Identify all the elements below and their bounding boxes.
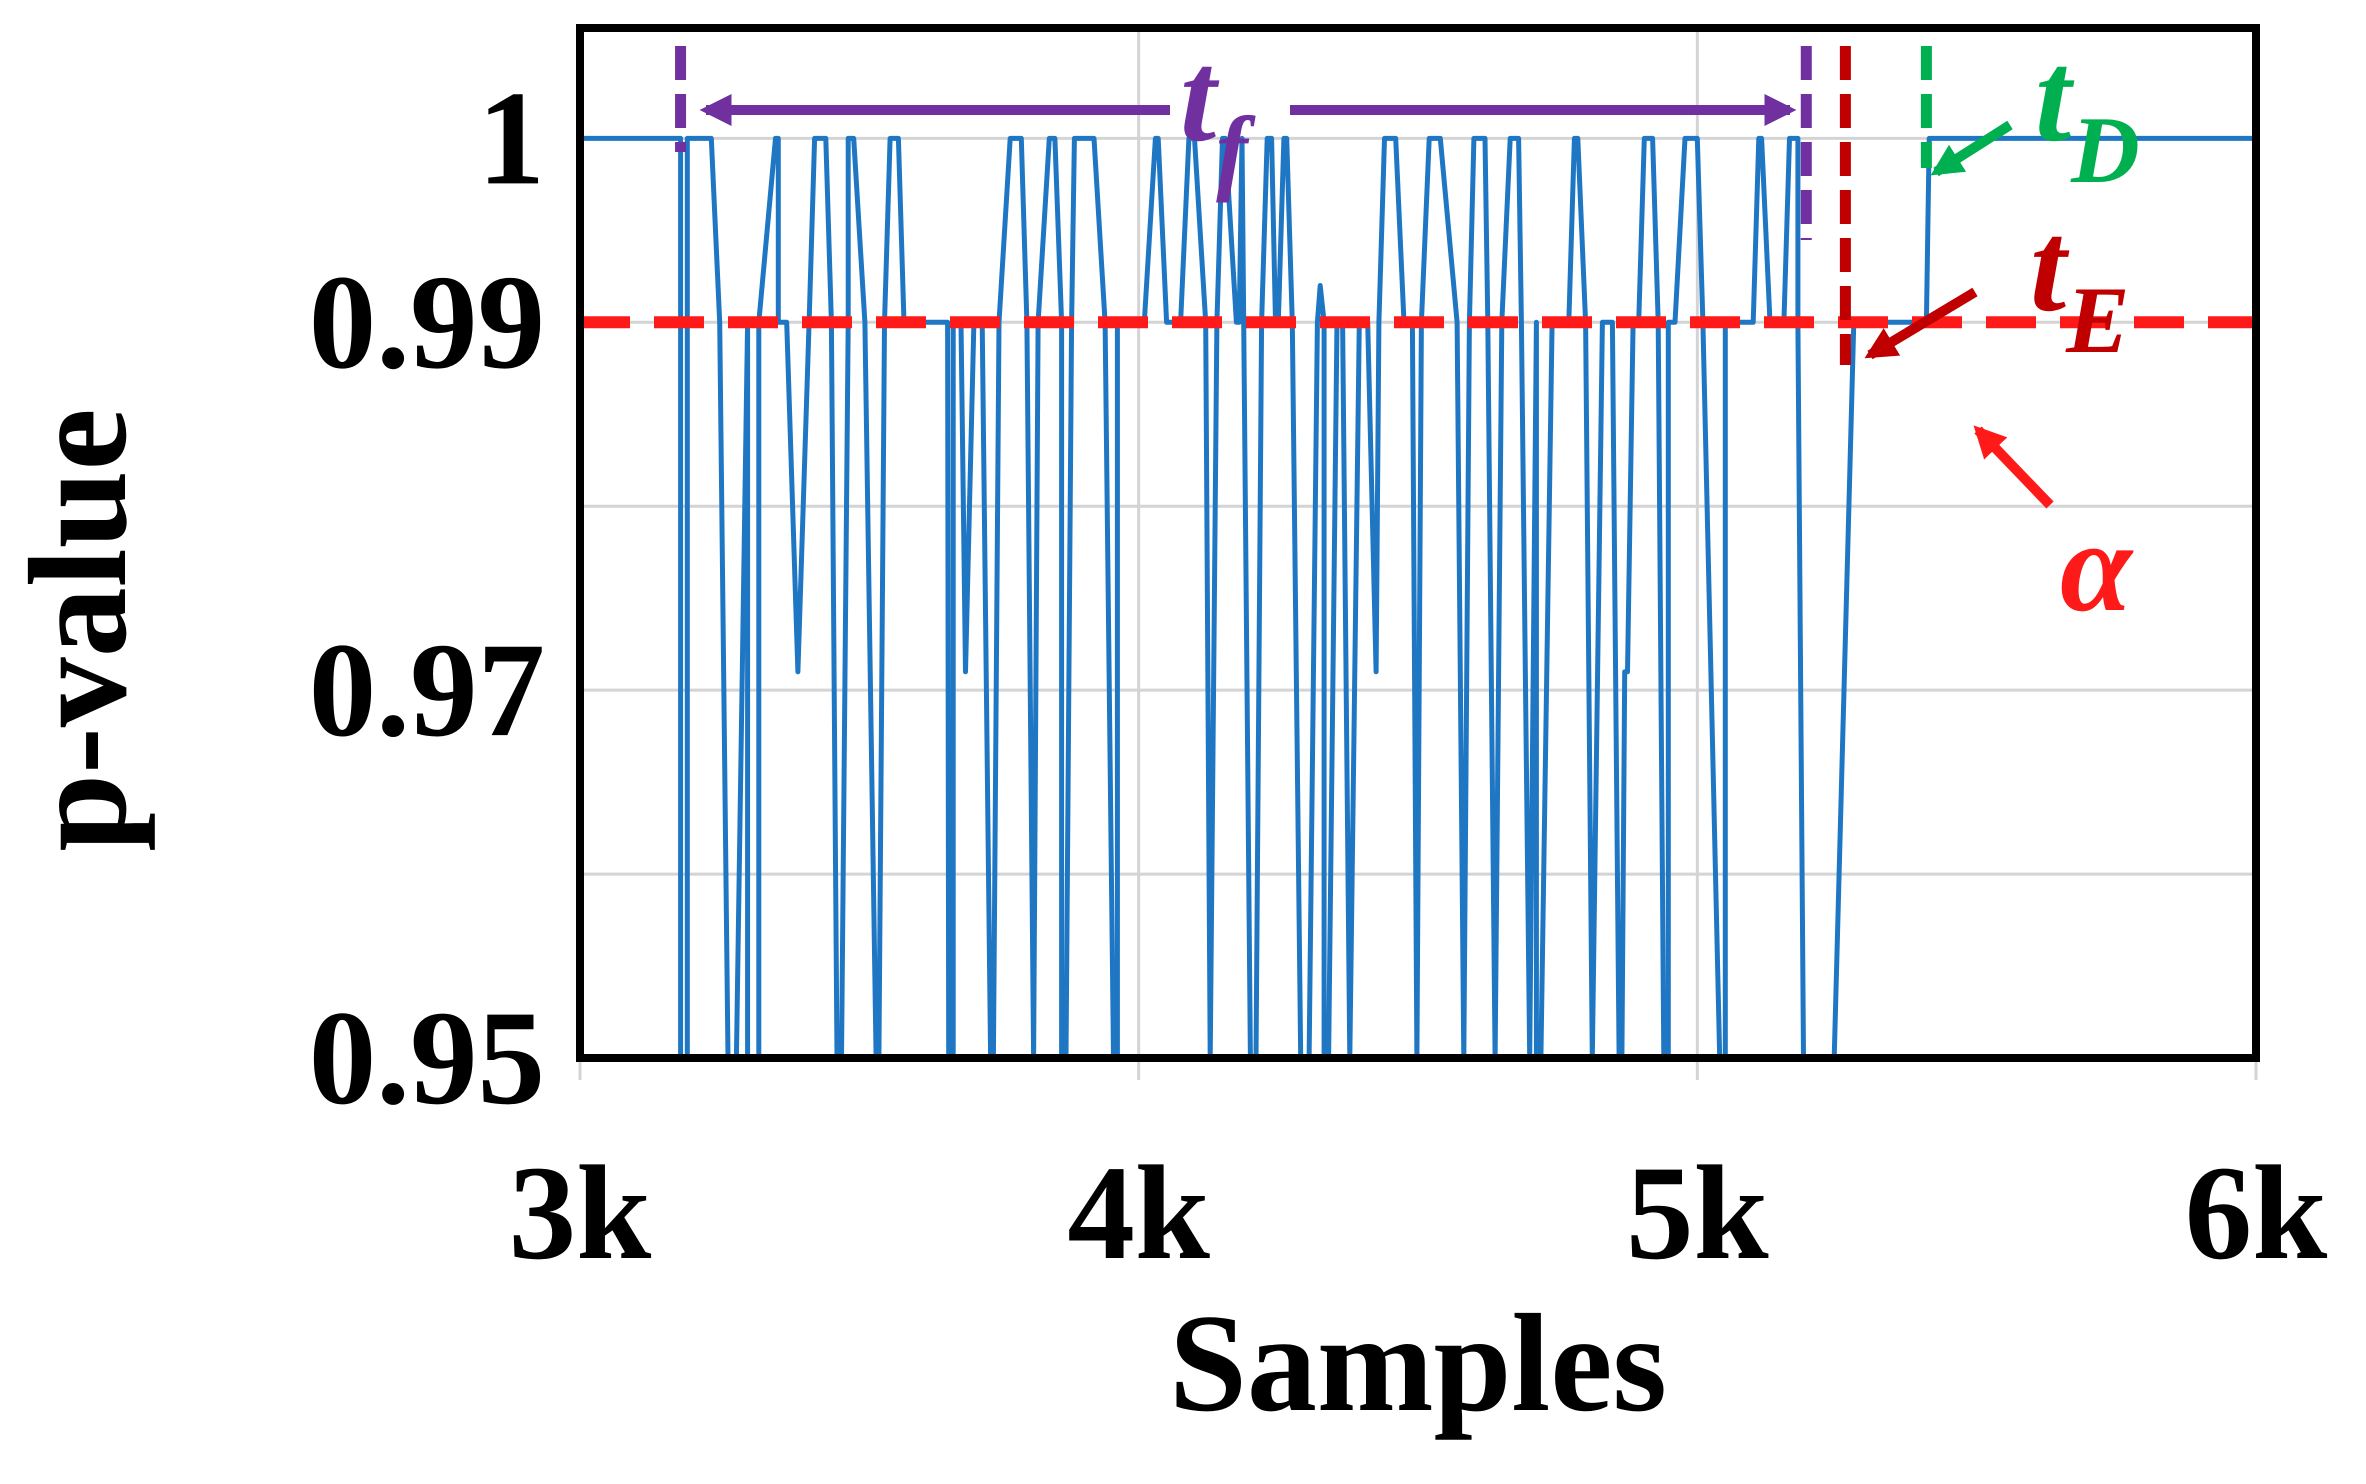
tE-label: tE	[2030, 195, 2130, 373]
marker-layer	[675, 46, 1932, 365]
tE-label-sub: E	[2065, 267, 2129, 373]
tD-label: tD	[2035, 25, 2140, 203]
tD-label-main: t	[2035, 25, 2075, 169]
y-tick-label-1: 0.97	[309, 616, 545, 765]
y-tick-labels: 0.95 0.97 0.99 1	[309, 64, 545, 1133]
series-line-p-value	[580, 135, 2256, 1061]
x-tick-label-3: 6k	[2185, 1139, 2328, 1288]
tD-label-sub: D	[2070, 97, 2140, 203]
tf-label: tf	[1180, 25, 1256, 203]
tE-label-main: t	[2030, 195, 2070, 339]
tf-label-sub: f	[1216, 97, 1256, 203]
x-tick-labels: 3k 4k 5k 6k	[509, 1139, 2328, 1288]
series-layer	[580, 135, 2256, 1061]
y-tick-label-0: 0.95	[309, 984, 545, 1133]
alpha-arrow	[1973, 425, 2054, 509]
x-tick-label-0: 3k	[509, 1139, 652, 1288]
tD-arrow	[1930, 120, 2013, 177]
x-tick-label-1: 4k	[1067, 1139, 1210, 1288]
tf-label-main: t	[1180, 25, 1220, 169]
tE-arrow	[1864, 287, 1978, 360]
x-tick-label-2: 5k	[1626, 1139, 1769, 1288]
x-axis-title: Samples	[1169, 1286, 1667, 1441]
alpha-label: α	[2060, 495, 2134, 639]
y-axis-title: p-value	[1, 408, 156, 851]
y-tick-label-3: 1	[478, 64, 546, 213]
plot-frame	[576, 24, 2260, 1062]
y-tick-label-2: 0.99	[309, 248, 545, 397]
